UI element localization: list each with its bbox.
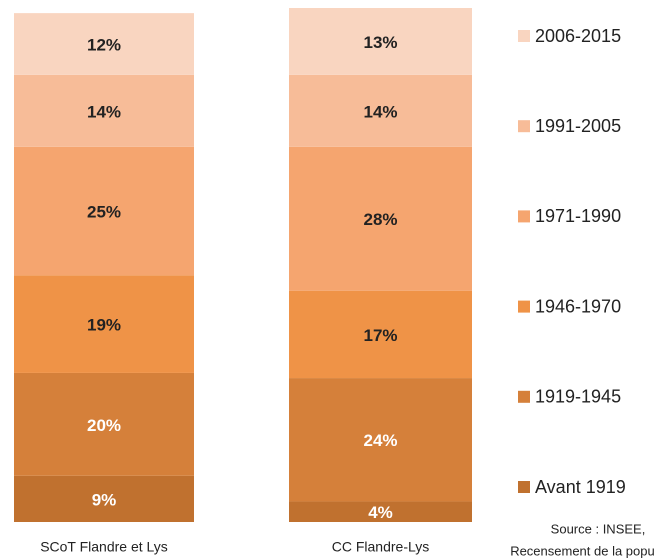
bar-segment — [289, 501, 472, 522]
value-label: 13% — [363, 33, 397, 52]
legend-label: 1919-1945 — [535, 387, 621, 407]
bar-segment — [14, 372, 194, 476]
legend-swatch — [518, 390, 530, 403]
bar-segment — [14, 275, 194, 373]
value-label: 20% — [87, 416, 121, 435]
value-label: 24% — [363, 431, 397, 450]
value-label: 12% — [87, 35, 121, 54]
source: Recensement de la population — [510, 543, 654, 558]
bar-segment — [14, 74, 194, 147]
x-tick-label: CC Flandre-Lys — [332, 539, 430, 555]
value-label: 28% — [363, 210, 397, 229]
legend-swatch — [518, 210, 530, 223]
value-label: 25% — [87, 203, 121, 222]
legend-swatch — [518, 120, 530, 133]
legend-label: 2006-2015 — [535, 26, 621, 46]
bar-segment — [289, 74, 472, 147]
x-tick-label: SCoT Flandre et Lys — [40, 539, 168, 555]
legend-label: 1991-2005 — [535, 116, 621, 136]
bar-segment — [14, 475, 194, 522]
legend-label: 1946-1970 — [535, 296, 621, 316]
bar-segment — [289, 378, 472, 502]
legend-label: 1971-1990 — [535, 206, 621, 226]
value-label: 4% — [368, 503, 393, 522]
value-label: 17% — [363, 326, 397, 345]
bar-segment — [289, 8, 472, 75]
legend-swatch — [518, 30, 530, 42]
bar-segment — [14, 13, 194, 75]
value-label: 14% — [87, 102, 121, 121]
legend-swatch — [518, 481, 530, 493]
value-label: 19% — [87, 316, 121, 335]
legend-label: Avant 1919 — [535, 477, 626, 497]
bar-segment — [289, 146, 472, 291]
legend-swatch — [518, 300, 530, 313]
bar-segment — [289, 290, 472, 379]
value-label: 9% — [92, 490, 117, 509]
value-label: 14% — [363, 102, 397, 121]
bar-segment — [14, 146, 194, 276]
source: Source : INSEE, — [551, 521, 646, 536]
